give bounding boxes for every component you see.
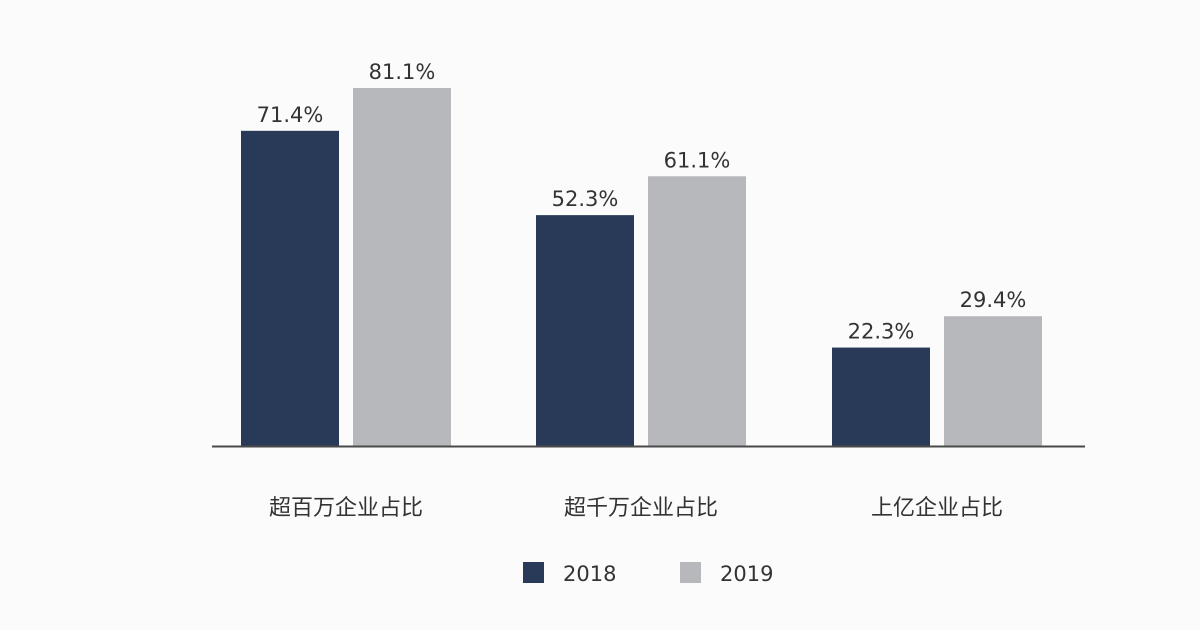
data-label-2019-1: 61.1% [664,148,731,172]
legend-swatch-2019 [680,562,701,583]
bar-2019-1 [648,176,746,446]
bar-2018-0 [241,130,339,447]
legend-swatch-2018 [523,562,544,583]
category-label-2: 上亿企业占比 [871,496,1003,521]
data-label-2018-2: 22.3% [848,320,915,344]
legend-label-2019: 2019 [720,562,773,586]
bar-2018-2 [832,347,930,446]
data-label-2019-0: 81.1% [369,60,436,84]
data-label-2018-0: 71.4% [257,103,324,127]
bar-2018-1 [536,215,634,446]
bar-2019-2 [944,316,1042,446]
legend-label-2018: 2018 [563,562,616,586]
data-label-2019-2: 29.4% [960,288,1027,312]
category-label-0: 超百万企业占比 [269,496,423,521]
data-label-2018-1: 52.3% [552,187,619,211]
bar-2019-0 [353,88,451,446]
category-label-1: 超千万企业占比 [564,496,718,521]
